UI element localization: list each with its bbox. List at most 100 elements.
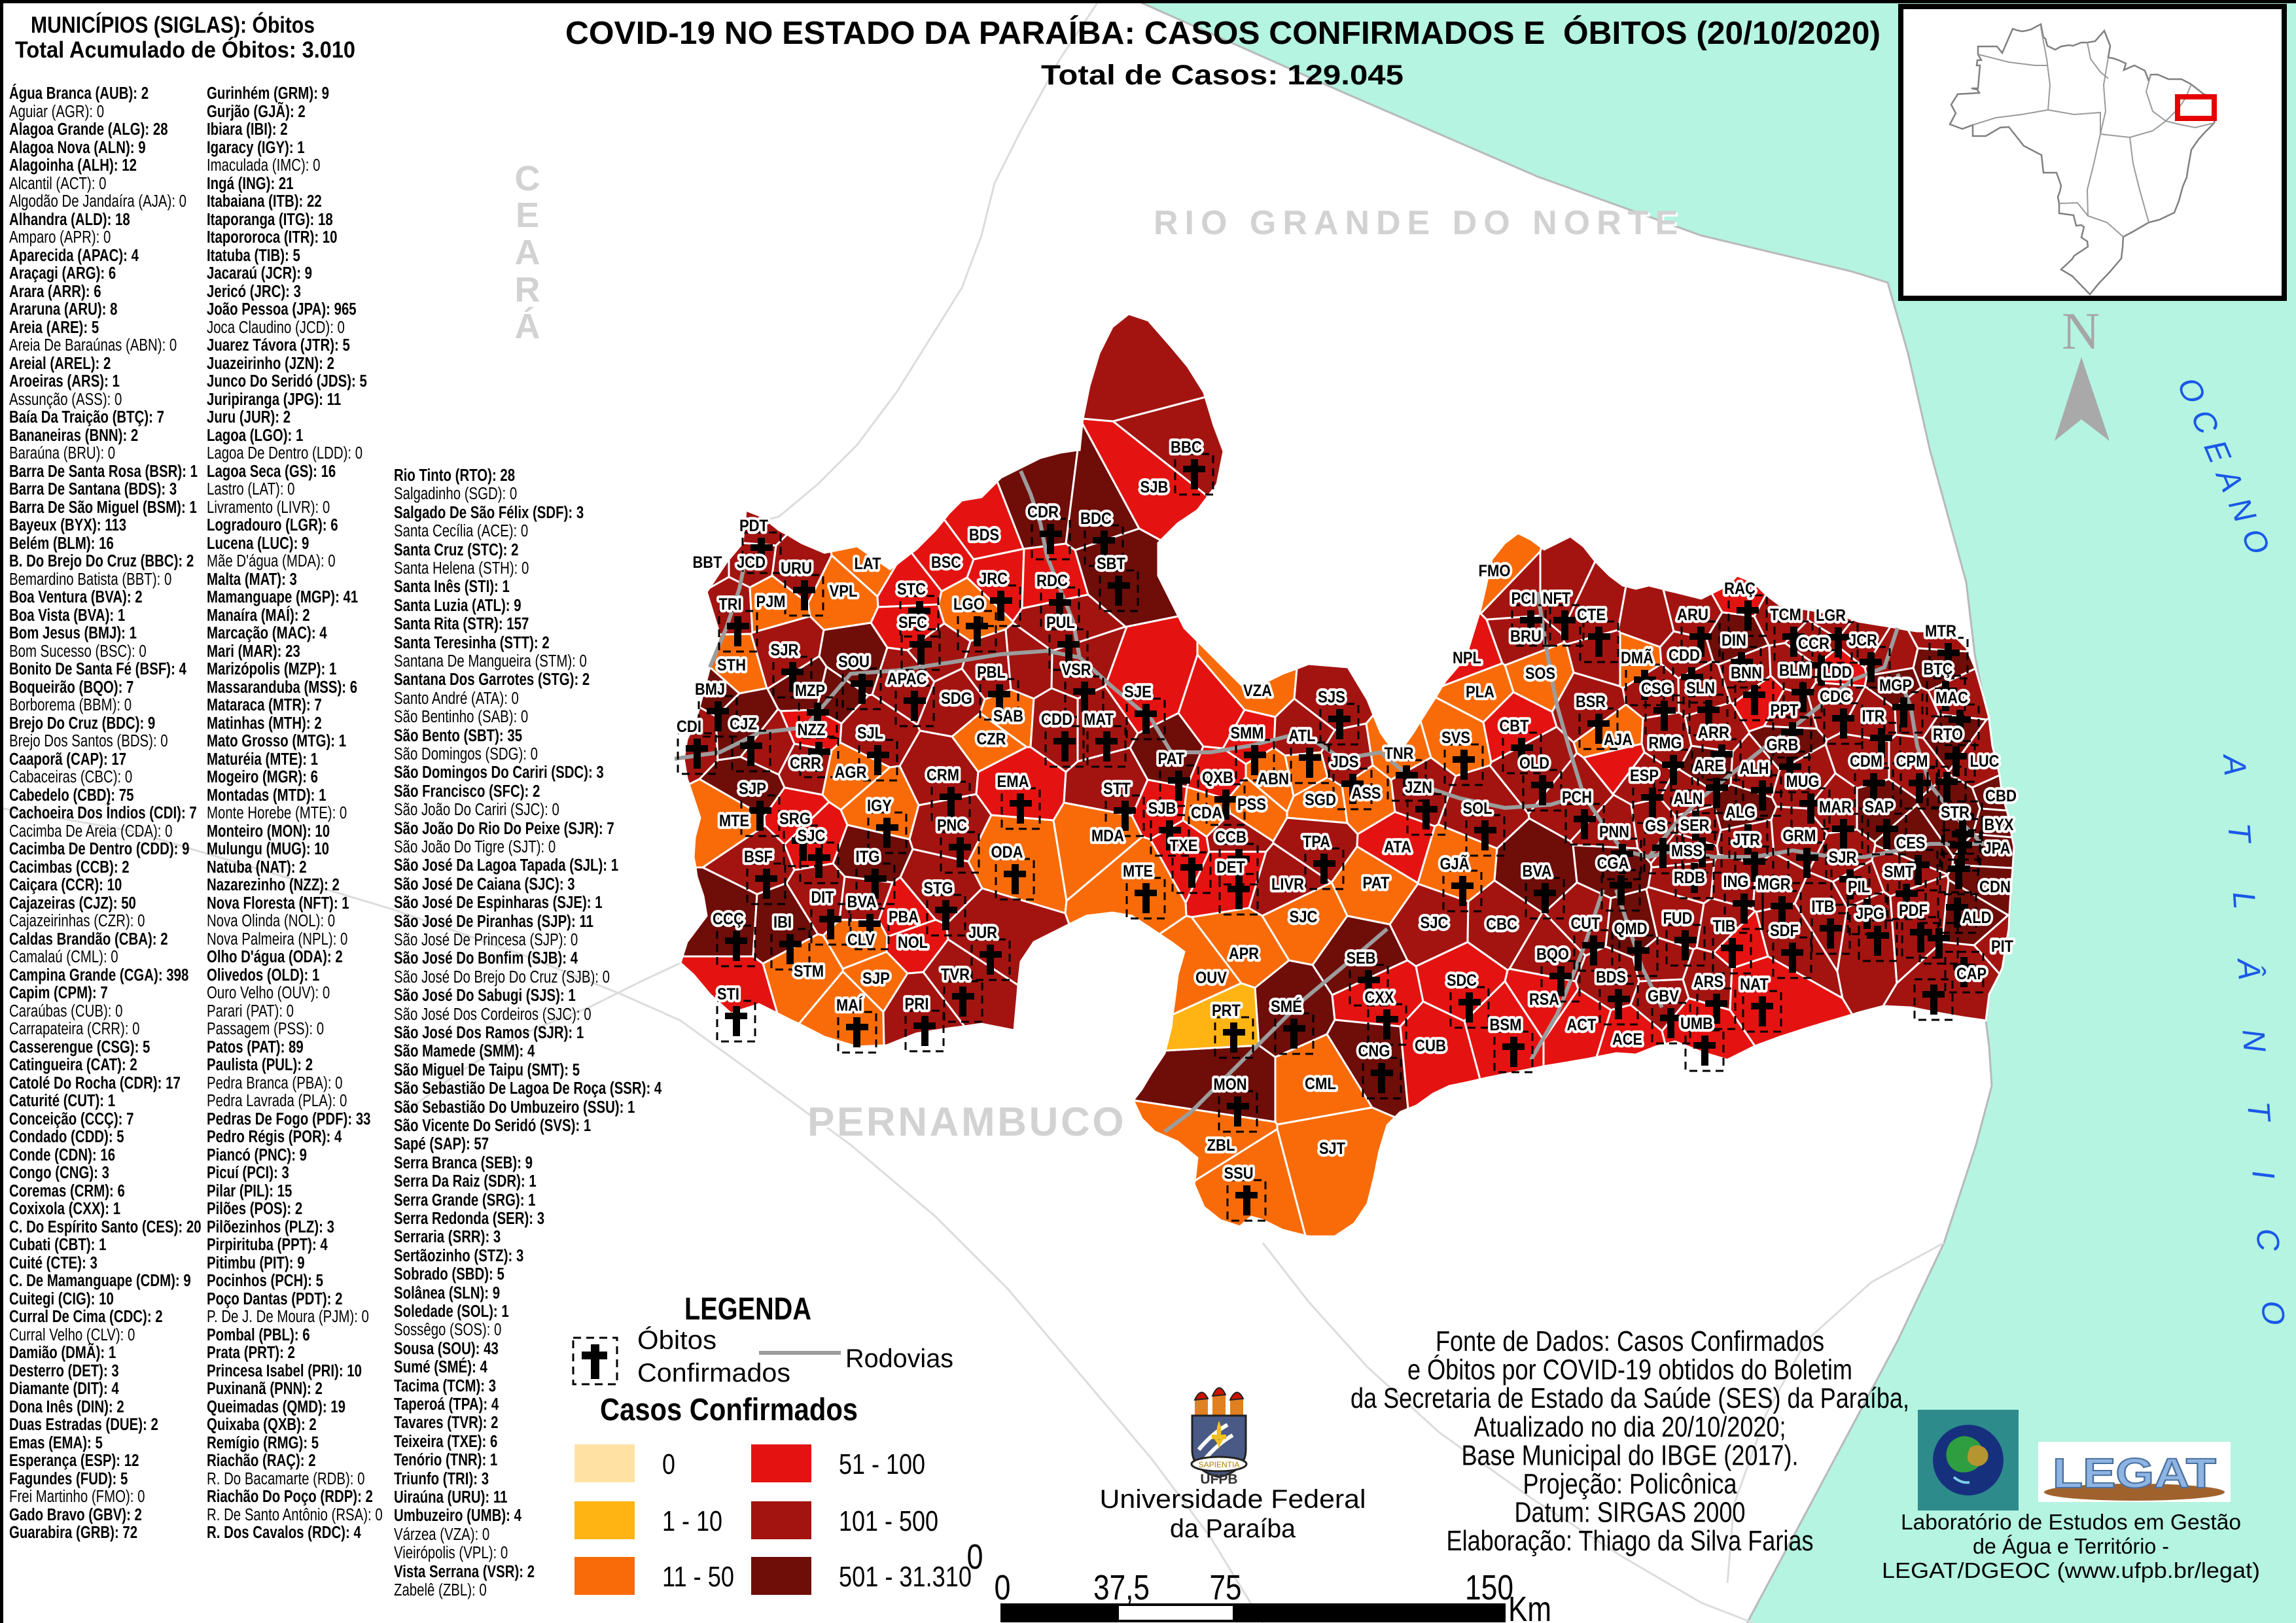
svg-text:RIO GRANDE DO NORTE: RIO GRANDE DO NORTE <box>1156 206 1686 244</box>
svg-text:SLN: SLN <box>1686 679 1715 697</box>
svg-text:MSS: MSS <box>1671 842 1703 860</box>
svg-text:PRT: PRT <box>1212 1002 1241 1020</box>
svg-text:PDF: PDF <box>1899 901 1928 920</box>
svg-text:de Água e Território -: de Água e Território - <box>1973 1534 2169 1558</box>
svg-text:SMM: SMM <box>1231 724 1264 742</box>
svg-text:MUG: MUG <box>1786 773 1820 791</box>
svg-text:SSU: SSU <box>1224 1164 1254 1183</box>
svg-text:CCB: CCB <box>1215 828 1246 846</box>
svg-text:ING: ING <box>1723 873 1749 891</box>
svg-text:BYX: BYX <box>1985 816 2014 834</box>
svg-text:JPG: JPG <box>1856 905 1884 923</box>
svg-text:CZR: CZR <box>977 730 1006 748</box>
svg-text:CBC: CBC <box>1486 915 1517 934</box>
svg-text:PERNAMBUCO: PERNAMBUCO <box>810 1102 1129 1147</box>
svg-text:11 - 50: 11 - 50 <box>662 1561 734 1593</box>
svg-text:SJC: SJC <box>1421 914 1449 932</box>
svg-text:SVS: SVS <box>1441 729 1470 747</box>
svg-text:SJR: SJR <box>1829 848 1857 867</box>
svg-text:STG: STG <box>924 879 953 898</box>
svg-text:ALD: ALD <box>1962 909 1992 927</box>
svg-text:RTO: RTO <box>1933 725 1963 744</box>
svg-text:PNC: PNC <box>937 816 967 835</box>
svg-text:GRM: GRM <box>1783 827 1816 845</box>
svg-text:Laboratório de Estudos em Gest: Laboratório de Estudos em Gestão <box>1901 1510 2241 1534</box>
svg-text:CDM: CDM <box>1850 752 1882 771</box>
svg-text:0: 0 <box>662 1448 675 1480</box>
svg-text:Base Municipal do IBGE (2017).: Base Municipal do IBGE (2017). <box>1462 1439 1799 1471</box>
svg-text:ITR: ITR <box>1862 707 1885 725</box>
svg-text:ODA: ODA <box>991 843 1023 862</box>
svg-text:CCR: CCR <box>1798 635 1829 653</box>
svg-text:SDC: SDC <box>1447 971 1477 990</box>
svg-text:Á: Á <box>515 307 540 346</box>
svg-text:Confirmados: Confirmados <box>637 1359 790 1387</box>
svg-text:MAT: MAT <box>1084 710 1114 729</box>
svg-text:TXE: TXE <box>1170 837 1198 855</box>
svg-text:SJR: SJR <box>771 641 799 659</box>
svg-text:Óbitos: Óbitos <box>637 1325 716 1355</box>
svg-text:da Paraíba: da Paraíba <box>1170 1514 1296 1543</box>
svg-text:SJB: SJB <box>1148 799 1176 818</box>
svg-text:JTR: JTR <box>1733 831 1760 849</box>
svg-text:BDC: BDC <box>1080 510 1112 528</box>
svg-text:CLV: CLV <box>847 931 875 949</box>
svg-text:SAPIENTIA: SAPIENTIA <box>1199 1460 1240 1469</box>
svg-text:51 - 100: 51 - 100 <box>839 1448 925 1480</box>
svg-text:Universidade Federal: Universidade Federal <box>1100 1485 1366 1514</box>
svg-text:PIL: PIL <box>1848 878 1870 896</box>
svg-text:CDR: CDR <box>1027 503 1059 521</box>
svg-text:A: A <box>515 233 540 272</box>
svg-text:PRI: PRI <box>905 995 929 1013</box>
svg-text:SOU: SOU <box>838 653 870 671</box>
svg-text:PSS: PSS <box>1237 795 1266 814</box>
svg-text:CDA: CDA <box>1191 804 1222 822</box>
svg-text:Casos Confirmados: Casos Confirmados <box>600 1393 858 1427</box>
svg-text:DET: DET <box>1216 858 1245 877</box>
svg-text:150: 150 <box>1465 1568 1513 1607</box>
svg-text:BSM: BSM <box>1490 1016 1522 1034</box>
svg-text:ZBL: ZBL <box>1207 1136 1235 1155</box>
svg-text:SAB: SAB <box>993 707 1023 725</box>
svg-text:CDI: CDI <box>677 718 701 736</box>
svg-text:SJL: SJL <box>857 724 883 742</box>
svg-text:CGA: CGA <box>1597 854 1629 873</box>
svg-text:QXB: QXB <box>1202 769 1233 787</box>
svg-text:JRC: JRC <box>979 570 1008 588</box>
svg-text:RAÇ: RAÇ <box>1724 580 1756 598</box>
svg-text:TVR: TVR <box>941 966 970 984</box>
svg-text:RIO GRANDE DO NORTE: RIO GRANDE DO NORTE <box>1154 204 1684 242</box>
svg-text:BMJ: BMJ <box>695 680 725 699</box>
svg-text:COVID-19 NO ESTADO DA PARAÍBA:: COVID-19 NO ESTADO DA PARAÍBA: CASOS CON… <box>565 15 1881 51</box>
svg-text:MTE: MTE <box>719 812 749 830</box>
svg-text:NPL: NPL <box>1453 649 1481 667</box>
svg-text:CCÇ: CCÇ <box>713 910 744 928</box>
svg-text:JCR: JCR <box>1848 631 1877 650</box>
svg-text:Total Acumulado de Óbitos: 3.0: Total Acumulado de Óbitos: 3.010 <box>15 37 355 63</box>
svg-text:TPA: TPA <box>1303 833 1330 851</box>
svg-text:BBC: BBC <box>1171 438 1202 457</box>
svg-text:Total de Casos: 129.045: Total de Casos: 129.045 <box>1041 60 1404 91</box>
svg-text:LEGENDA: LEGENDA <box>684 1292 811 1327</box>
svg-text:QMD: QMD <box>1614 920 1648 938</box>
svg-text:501 - 31.310: 501 - 31.310 <box>839 1561 972 1593</box>
svg-text:JCD: JCD <box>737 553 766 572</box>
svg-text:MUNICÍPIOS (SIGLAS): Óbitos: MUNICÍPIOS (SIGLAS): Óbitos <box>31 12 315 38</box>
svg-text:PUL: PUL <box>1046 614 1075 632</box>
svg-text:CDD: CDD <box>1041 710 1072 729</box>
svg-text:IGY: IGY <box>867 797 892 815</box>
svg-text:CDD: CDD <box>1669 646 1700 665</box>
svg-text:UMB: UMB <box>1680 1015 1713 1033</box>
svg-text:MAÍ: MAÍ <box>836 996 863 1015</box>
svg-text:ALG: ALG <box>1725 803 1756 822</box>
svg-text:SEB: SEB <box>1347 949 1376 968</box>
svg-text:CRM: CRM <box>927 766 959 784</box>
svg-text:BTÇ: BTÇ <box>1924 660 1953 678</box>
svg-text:ARR: ARR <box>1698 724 1729 742</box>
svg-text:MDA: MDA <box>1091 827 1124 845</box>
svg-text:NZZ: NZZ <box>798 721 826 739</box>
svg-text:DIT: DIT <box>811 888 834 907</box>
svg-text:LGO: LGO <box>953 595 985 614</box>
svg-text:SBT: SBT <box>1097 555 1125 573</box>
svg-text:PCH: PCH <box>1562 788 1592 807</box>
